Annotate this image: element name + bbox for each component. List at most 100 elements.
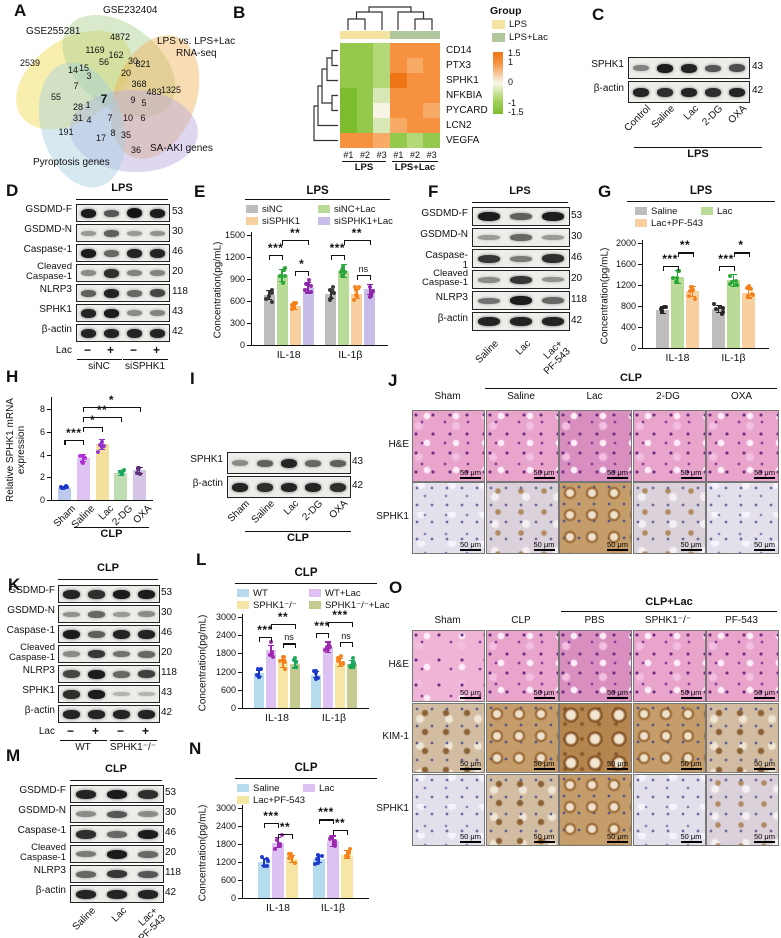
- panel-e-label: E: [194, 182, 206, 201]
- y-tick-label: 2000: [615, 238, 636, 248]
- mw-marker: 20: [161, 647, 173, 658]
- heatmap-panel: #1 #2 #3 #1 #2 #3 LPS LPS+Lac CD14 PTX3 SPHK1 NFKBI…: [225, 0, 580, 180]
- protein-band: [478, 297, 500, 304]
- lac-symbol: +: [106, 343, 115, 357]
- venn-count: 4: [86, 115, 92, 125]
- sig-label: *: [299, 256, 305, 271]
- protein-band: [106, 810, 128, 818]
- heatmap-cell: [423, 103, 441, 119]
- y-tick: [638, 306, 642, 308]
- data-point: [313, 862, 318, 867]
- error-cap: [330, 835, 336, 837]
- tissue-image: 50 μm: [485, 703, 559, 773]
- protein-band: [138, 611, 155, 617]
- protein-band: [113, 692, 130, 696]
- bar: [289, 306, 301, 345]
- y-axis: [242, 614, 244, 708]
- error-cap: [745, 297, 752, 299]
- lane-label: 2-DG: [700, 103, 726, 128]
- sig-bracket-line: [352, 641, 354, 647]
- lane-label: Lac: [109, 905, 130, 925]
- sig-bracket-line: [333, 830, 347, 832]
- blot-row-label: β-actin: [437, 312, 468, 324]
- y-tick-label: 1500: [224, 230, 245, 240]
- treatment-bracket-label: LPS: [687, 148, 709, 160]
- protein-band: [103, 288, 120, 298]
- lac-symbol: +: [152, 343, 161, 357]
- sig-bracket-line: [295, 623, 297, 629]
- blot-band-box: [58, 625, 160, 643]
- group-annotation-bar: [390, 31, 440, 39]
- y-tick: [238, 671, 242, 673]
- data-point: [269, 640, 274, 645]
- error-cap: [325, 641, 331, 643]
- heatmap-cell: [406, 133, 424, 149]
- legend: siNC siNC+Lac siSPHK1 siSPHK1+Lac: [246, 203, 394, 227]
- legend-item: siNC: [246, 203, 318, 215]
- bar: [276, 275, 288, 345]
- venn-count: 10: [122, 113, 134, 123]
- y-tick-label: 0: [630, 343, 636, 353]
- protein-band: [681, 63, 697, 73]
- bar: [286, 859, 298, 898]
- sig-bracket-line: [259, 636, 271, 638]
- protein-band: [280, 458, 298, 468]
- protein-band: [76, 870, 97, 878]
- protein-band: [113, 611, 130, 617]
- heatmap-cell: [373, 58, 391, 74]
- sig-label: ***: [65, 425, 82, 440]
- data-point: [267, 294, 272, 299]
- scale-bar: 50 μm: [680, 832, 702, 843]
- blot-row-label: Cleaved Caspase-1: [9, 642, 55, 663]
- venn-set-label: GSE232404: [103, 5, 158, 16]
- y-tick-label: 600: [220, 684, 236, 695]
- venn-count: 3: [86, 71, 92, 81]
- venn-set-label: LPS vs. LPS+Lac: [157, 36, 236, 47]
- sig-bracket-line: [282, 240, 309, 242]
- data-point: [346, 855, 351, 860]
- column-dendrogram: [347, 6, 433, 30]
- data-point: [102, 444, 107, 449]
- data-point: [352, 284, 357, 289]
- sig-bracket-line: [83, 406, 85, 412]
- x-axis: [51, 500, 153, 502]
- data-point: [367, 284, 372, 289]
- sig-bracket-line: [356, 274, 370, 276]
- legend: Saline Lac Lac+PF-543: [237, 782, 373, 806]
- blot-band-box: [472, 312, 570, 331]
- protein-band: [149, 289, 166, 297]
- y-tick: [638, 264, 642, 266]
- sig-bracket-line: [120, 417, 123, 423]
- heatmap-cell: [356, 58, 374, 74]
- data-point: [324, 644, 329, 649]
- sig-bracket-line: [83, 417, 85, 423]
- column-header: OXA: [730, 391, 753, 402]
- legend-swatch: [492, 33, 505, 42]
- y-tick: [638, 243, 642, 245]
- protein-band: [88, 669, 105, 679]
- gene-label: SPHK1: [446, 74, 479, 86]
- data-point: [340, 264, 345, 269]
- protein-band: [103, 209, 120, 217]
- stain-row-label: H&E: [388, 439, 409, 450]
- data-point: [269, 649, 274, 654]
- data-point: [304, 281, 309, 286]
- protein-band: [63, 709, 80, 719]
- bar: [323, 647, 333, 708]
- blot-band-box: [58, 705, 160, 723]
- protein-band: [126, 310, 143, 316]
- sig-bracket-line: [319, 819, 333, 821]
- scale-bar: 50 μm: [533, 540, 555, 551]
- panel-i-label: I: [190, 369, 195, 388]
- protein-band: [106, 789, 128, 799]
- legend-label: WT+Lac: [325, 587, 361, 599]
- blot-band-box: [76, 324, 170, 342]
- scale-bar: 50 μm: [754, 759, 775, 770]
- sig-label: *: [108, 392, 114, 407]
- mw-marker: 20: [165, 847, 177, 858]
- blot-row-label: β-actin: [35, 885, 66, 896]
- legend-label: Lac+PF-543: [651, 217, 704, 229]
- protein-band: [542, 277, 564, 282]
- legend-item: siSPHK1+Lac: [318, 215, 393, 227]
- protein-band: [510, 275, 532, 284]
